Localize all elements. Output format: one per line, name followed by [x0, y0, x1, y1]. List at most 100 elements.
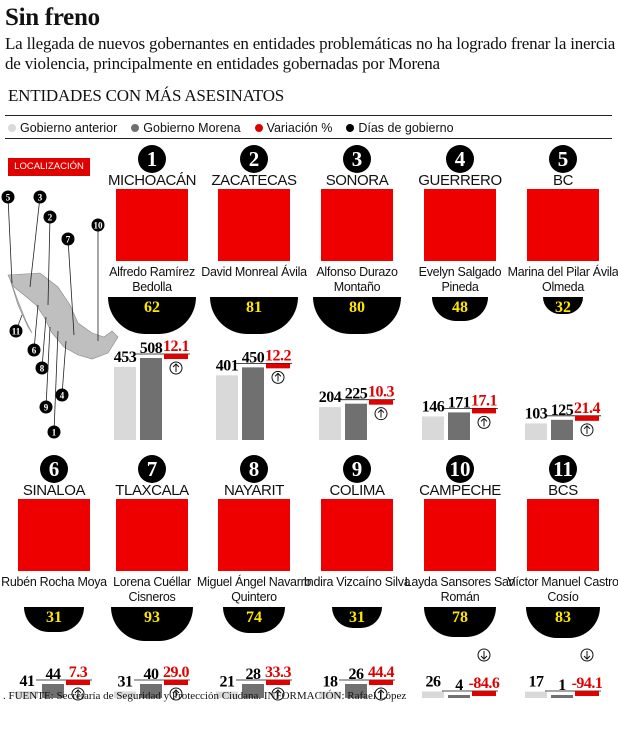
governor-photo [116, 499, 188, 571]
value-anterior: 204 [319, 389, 342, 406]
map-marker-7 [61, 232, 75, 246]
entity-panel: 6 SINALOA Rubén Rocha Moya 31 41 44 7.3 [1, 455, 107, 755]
direction-arrow-glyph [377, 689, 385, 698]
entity-panel: 5 BC Marina del Pilar Ávila Olmeda 32 103 125… [508, 145, 618, 445]
bar-variacion [164, 680, 188, 685]
rank-badge: 1 [138, 145, 166, 173]
value-variacion: 33.3 [265, 664, 292, 681]
bar-morena [448, 695, 470, 698]
value-variacion: 44.4 [368, 664, 395, 681]
governor-name: Lorena Cuéllar Cisneros [113, 575, 191, 604]
governor-photo [424, 499, 496, 571]
bar-chart: 18 26 44.4 [319, 664, 395, 701]
map-marker-label: 1 [52, 428, 57, 438]
days-value: 80 [349, 299, 365, 316]
days-value: 74 [246, 609, 262, 626]
value-morena: 225 [345, 386, 368, 403]
bar-chart: 21 28 33.3 [216, 664, 292, 701]
rank-badge: 3 [343, 145, 371, 173]
map-marker-label: 10 [94, 221, 104, 231]
bar-chart: 26 4 -84.6 [422, 648, 500, 698]
entity-panel: 8 NAYARIT Miguel Ángel Navarro Quintero 74 2… [197, 455, 311, 755]
rule-bottom [5, 138, 612, 139]
bar-variacion [369, 680, 393, 685]
value-morena: 171 [448, 394, 471, 411]
rank-badge: 8 [240, 455, 268, 483]
bar-chart: 401 450 12.2 [216, 347, 292, 440]
source-footnote: . FUENTE: Secretaría de Seguridad y Prot… [3, 690, 407, 702]
section-heading: ENTIDADES CON MÁS ASESINATOS [8, 86, 285, 105]
governor-name: Víctor Manuel Castro Cosío [507, 575, 618, 604]
entity-panel: 2 ZACATECAS David Monreal Ávila 81 401 450 12.… [201, 145, 307, 445]
governor-name: Layda Sansores San Román [404, 575, 516, 604]
legend: Gobierno anterior Gobierno Morena Variac… [8, 121, 454, 135]
value-anterior: 401 [216, 357, 239, 374]
map-marker-6 [27, 343, 41, 357]
rank-badge: 10 [446, 455, 474, 483]
map-marker-label: 5 [6, 193, 11, 203]
value-variacion: 17.1 [471, 392, 498, 409]
value-anterior: 41 [20, 673, 36, 690]
bar-anterior [319, 407, 341, 440]
value-morena: 450 [242, 349, 265, 366]
governor-name: Marina del Pilar Ávila Olmeda [507, 265, 618, 294]
value-anterior: 31 [118, 673, 134, 690]
direction-arrow-glyph [274, 372, 282, 382]
value-variacion: -84.6 [469, 675, 500, 692]
map-leader-line [47, 216, 51, 306]
state-name: COLIMA [329, 482, 385, 499]
entity-panel: 3 SONORA Alfonso Durazo Montaño 80 204 225 10.… [309, 145, 405, 445]
state-name: ZACATECAS [211, 172, 297, 189]
governor-photo [527, 189, 599, 261]
baja-peninsula-shape [9, 278, 33, 334]
governor-photo [116, 189, 188, 261]
page-title: Sin freno [5, 4, 100, 31]
bar-chart: 146 171 17.1 [422, 392, 498, 440]
map-marker-10 [91, 218, 105, 232]
governor-photo [218, 189, 290, 261]
governor-name: Rubén Rocha Moya [1, 575, 107, 589]
rank-badge: 7 [138, 455, 166, 483]
map-marker-9 [39, 400, 53, 414]
map-marker-label: 11 [12, 327, 21, 337]
direction-arrow-glyph [172, 363, 180, 372]
value-morena: 44 [46, 666, 62, 683]
bar-anterior [319, 691, 341, 698]
value-variacion: 12.1 [163, 338, 190, 355]
bar-morena [551, 695, 573, 698]
direction-arrow-glyph [583, 425, 591, 434]
legend-label: Variación % [266, 121, 333, 135]
entity-panel: 10 CAMPECHE Layda Sansores San Román 78 26 4-… [405, 455, 516, 755]
value-morena: 4 [455, 677, 463, 694]
map-marker-label: 4 [60, 391, 65, 401]
days-value: 83 [555, 609, 571, 626]
map-marker-8 [35, 361, 49, 375]
bar-morena [345, 684, 367, 698]
map-leader-line [33, 304, 39, 351]
bar-morena [345, 403, 367, 440]
legend-dot-variacion [254, 124, 263, 132]
map-leader-line [61, 340, 67, 396]
state-name: BC [552, 172, 574, 189]
direction-arrow-glyph [377, 408, 385, 418]
bar-morena [242, 367, 264, 440]
map-leader-line [7, 196, 13, 284]
value-variacion: -94.1 [572, 675, 603, 692]
bar-variacion [266, 363, 290, 369]
governor-name: Miguel Ángel Navarro Quintero [196, 575, 312, 604]
value-morena: 26 [349, 666, 365, 683]
legend-dot-anterior [8, 124, 16, 132]
value-variacion: 12.2 [265, 347, 292, 364]
bar-variacion [164, 354, 188, 359]
bar-anterior [216, 691, 238, 698]
map-marker-label: 3 [38, 193, 43, 203]
bar-anterior [114, 691, 136, 698]
map-marker-11 [9, 324, 23, 338]
bar-chart: 41 44 7.3 [16, 664, 92, 701]
map-marker-label: 2 [48, 213, 53, 223]
value-anterior: 21 [220, 674, 236, 691]
value-morena: 508 [140, 340, 163, 357]
direction-arrow-glyph [480, 417, 488, 427]
legend-item-dias: Días de gobierno [346, 121, 454, 135]
